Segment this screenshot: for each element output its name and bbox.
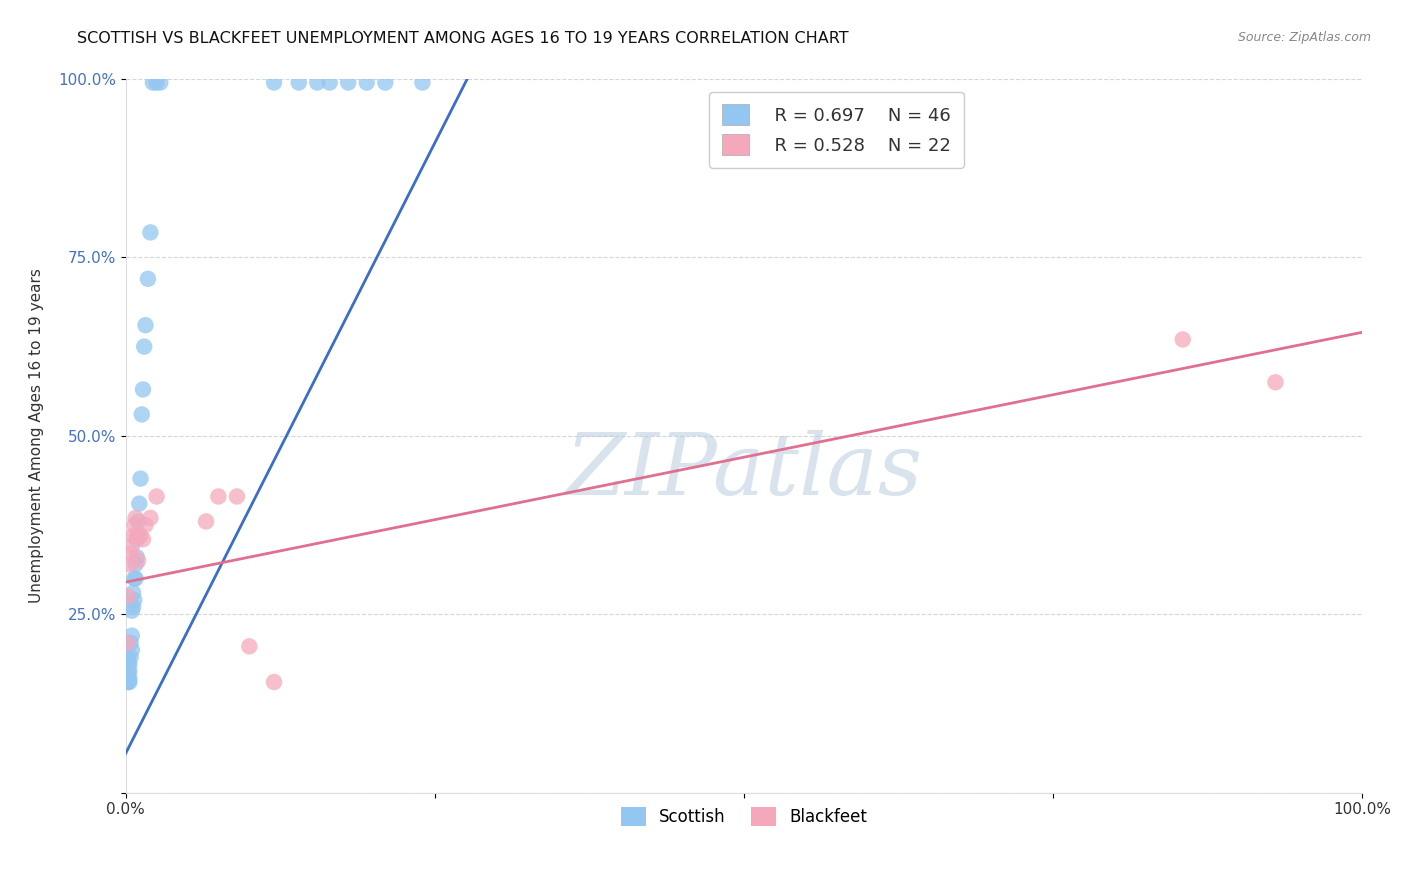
Text: Source: ZipAtlas.com: Source: ZipAtlas.com xyxy=(1237,31,1371,45)
Point xyxy=(115,675,138,690)
Point xyxy=(127,529,149,543)
Point xyxy=(139,511,162,525)
Point xyxy=(124,558,146,572)
Point xyxy=(134,340,156,354)
Point xyxy=(117,665,139,679)
Point xyxy=(127,515,149,529)
Point xyxy=(139,226,162,240)
Point xyxy=(117,650,139,665)
Point xyxy=(117,675,139,690)
Point xyxy=(287,76,309,90)
Point xyxy=(124,593,146,607)
Point xyxy=(118,672,141,686)
Point xyxy=(129,529,152,543)
Point xyxy=(124,572,146,586)
Point xyxy=(118,657,141,672)
Point xyxy=(117,590,139,604)
Point xyxy=(307,76,329,90)
Point xyxy=(115,636,138,650)
Point xyxy=(117,672,139,686)
Y-axis label: Unemployment Among Ages 16 to 19 years: Unemployment Among Ages 16 to 19 years xyxy=(30,268,44,603)
Point xyxy=(121,604,143,618)
Point xyxy=(337,76,360,90)
Point xyxy=(134,518,156,533)
Point xyxy=(411,76,433,90)
Point xyxy=(120,636,142,650)
Point xyxy=(121,643,143,657)
Point xyxy=(132,383,155,397)
Point xyxy=(124,572,146,586)
Point xyxy=(149,76,172,90)
Point xyxy=(118,675,141,690)
Point xyxy=(124,518,146,533)
Point xyxy=(145,490,167,504)
Point xyxy=(318,76,340,90)
Point xyxy=(136,272,159,286)
Point xyxy=(1171,333,1194,347)
Point xyxy=(115,672,138,686)
Point xyxy=(263,675,285,690)
Point xyxy=(125,533,148,547)
Point xyxy=(121,540,143,554)
Point xyxy=(115,661,138,675)
Point xyxy=(142,76,165,90)
Point xyxy=(122,529,145,543)
Point xyxy=(131,408,153,422)
Point xyxy=(195,515,218,529)
Point xyxy=(356,76,378,90)
Point xyxy=(374,76,396,90)
Point xyxy=(122,600,145,615)
Point xyxy=(121,629,143,643)
Point xyxy=(129,472,152,486)
Point xyxy=(118,558,141,572)
Point xyxy=(124,511,146,525)
Point xyxy=(145,76,167,90)
Point xyxy=(132,533,155,547)
Point xyxy=(122,586,145,600)
Point xyxy=(226,490,249,504)
Text: ZIPatlas: ZIPatlas xyxy=(565,430,922,513)
Point xyxy=(117,657,139,672)
Point xyxy=(125,529,148,543)
Point xyxy=(128,497,150,511)
Point xyxy=(125,550,148,565)
Legend: Scottish, Blackfeet: Scottish, Blackfeet xyxy=(613,798,876,834)
Point xyxy=(263,76,285,90)
Point xyxy=(127,554,149,568)
Text: SCOTTISH VS BLACKFEET UNEMPLOYMENT AMONG AGES 16 TO 19 YEARS CORRELATION CHART: SCOTTISH VS BLACKFEET UNEMPLOYMENT AMONG… xyxy=(77,31,849,46)
Point xyxy=(207,490,229,504)
Point xyxy=(118,665,141,679)
Point xyxy=(1264,376,1286,390)
Point xyxy=(134,318,156,333)
Point xyxy=(238,640,260,654)
Point xyxy=(120,650,142,665)
Point xyxy=(120,547,142,561)
